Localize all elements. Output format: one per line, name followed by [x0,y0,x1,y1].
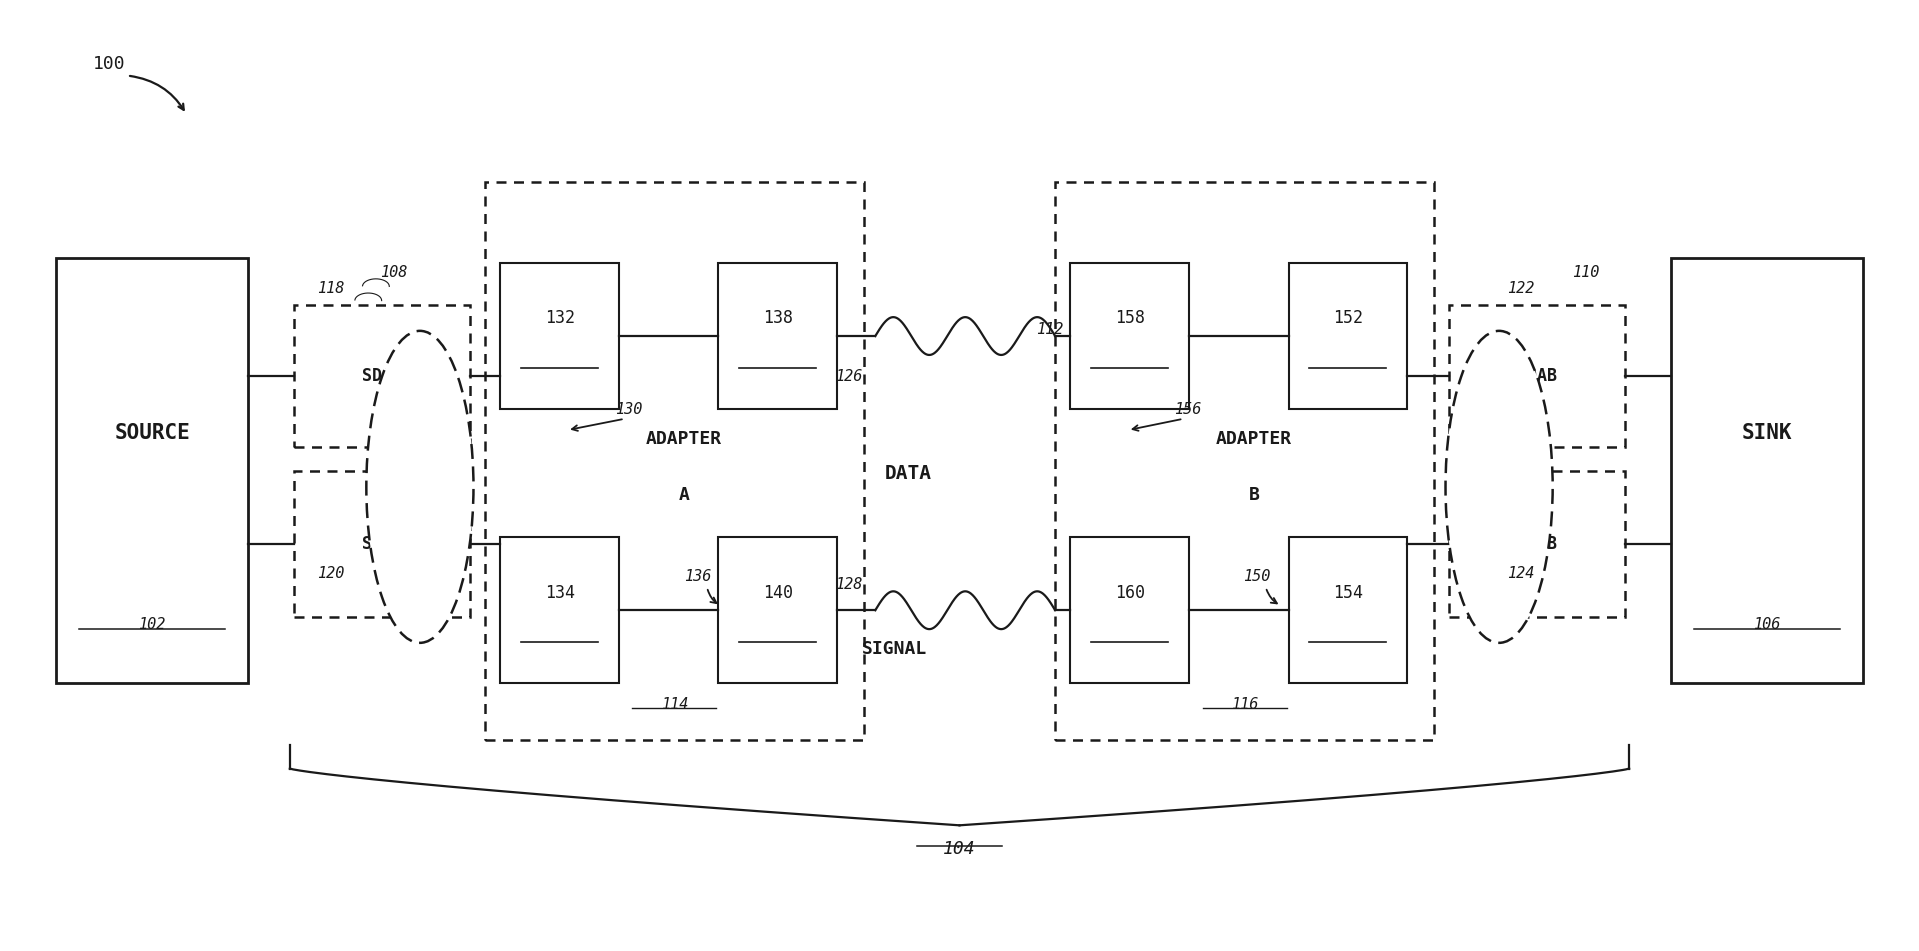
Text: 100: 100 [92,55,125,73]
Text: 130: 130 [616,402,643,417]
Text: 128: 128 [835,577,862,592]
Text: ADAPTER: ADAPTER [1217,430,1291,448]
Bar [1290,262,1407,409]
Text: 152: 152 [1334,309,1362,327]
Text: 120: 120 [317,566,344,581]
Text: 116: 116 [1230,697,1259,711]
Text: 138: 138 [762,309,793,327]
Bar [501,537,620,684]
Bar [56,258,248,684]
Ellipse shape [367,331,474,643]
Text: A: A [679,486,689,504]
Text: 140: 140 [762,584,793,602]
Ellipse shape [1445,331,1552,643]
Bar [1055,183,1433,740]
Text: 126: 126 [835,369,862,384]
Text: SOURCE: SOURCE [113,423,190,443]
Text: 150: 150 [1244,570,1270,585]
Text: ADAPTER: ADAPTER [647,430,722,448]
Text: SDAB: SDAB [1518,367,1558,385]
Text: 156: 156 [1174,402,1201,417]
Text: SCLA: SCLA [361,535,401,553]
Text: 132: 132 [545,309,574,327]
Text: 160: 160 [1115,584,1146,602]
Text: DATA: DATA [885,464,931,483]
Text: 114: 114 [660,697,689,711]
Bar [486,183,864,740]
Bar [1071,262,1190,409]
Text: 158: 158 [1115,309,1146,327]
Bar [718,262,837,409]
Bar [718,537,837,684]
Text: B: B [1249,486,1259,504]
Bar [1449,305,1625,447]
Bar [501,262,620,409]
Bar [1671,258,1863,684]
Text: 122: 122 [1506,281,1533,296]
Bar [294,305,470,447]
Text: 124: 124 [1506,566,1533,581]
Text: 134: 134 [545,584,574,602]
Text: 106: 106 [1754,617,1781,632]
Text: 102: 102 [138,617,165,632]
Text: 112: 112 [1036,321,1063,337]
Text: SCLB: SCLB [1518,535,1558,553]
Bar [294,471,470,617]
Text: 108: 108 [380,265,407,280]
Text: SDAA: SDAA [361,367,401,385]
Text: 154: 154 [1334,584,1362,602]
Text: 118: 118 [317,281,344,296]
Bar [1071,537,1190,684]
Text: SINK: SINK [1742,423,1792,443]
Text: 104: 104 [942,840,977,858]
Bar [1290,537,1407,684]
Text: SIGNAL: SIGNAL [862,639,927,657]
Text: 136: 136 [683,570,712,585]
Bar [1449,471,1625,617]
Text: 110: 110 [1572,265,1599,280]
